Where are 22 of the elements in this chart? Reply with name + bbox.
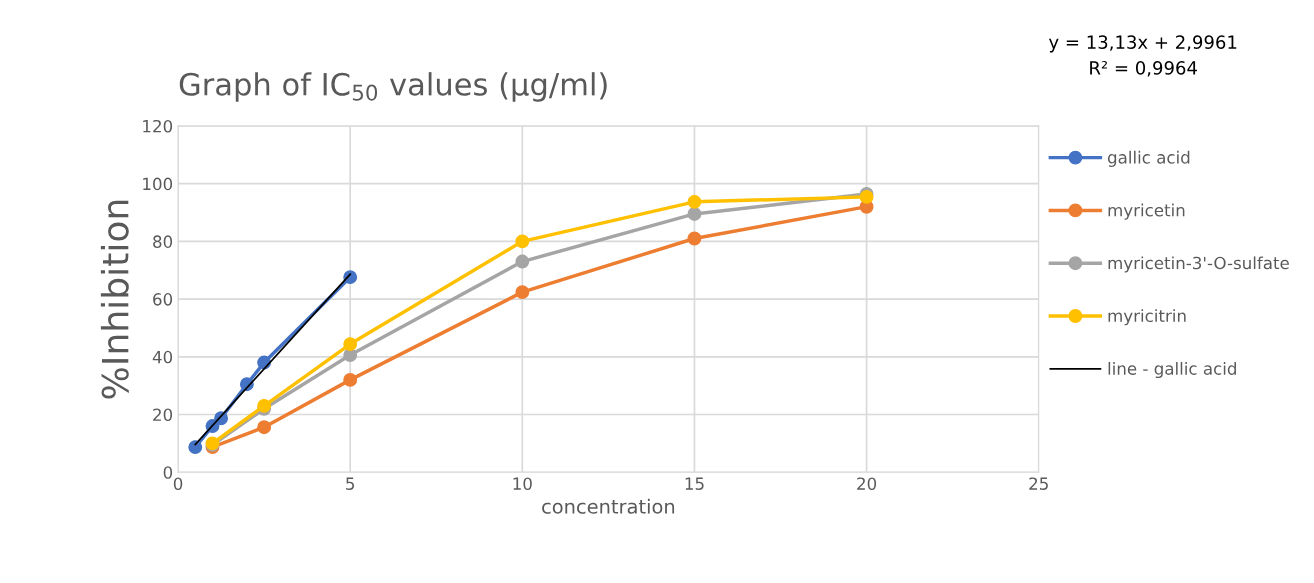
x-tick-label: 20 — [857, 477, 877, 490]
y-tick-label: 80 — [153, 235, 173, 248]
y-tick-label: 0 — [163, 466, 173, 479]
x-tick-label: 25 — [1029, 477, 1048, 490]
legend-label: myricitrin — [1108, 309, 1186, 326]
legend-label: myricetin-3'-O-sulfate — [1108, 256, 1289, 273]
x-tick-label: 15 — [685, 477, 704, 490]
x-tick-label: 10 — [513, 477, 532, 490]
y-tick-label: 20 — [153, 408, 173, 422]
y-tick-label: 100 — [143, 177, 173, 191]
legend-label: gallic acid — [1107, 150, 1190, 167]
x-tick-label: 0 — [173, 477, 183, 490]
y-axis-title: %Inhibition — [100, 200, 129, 399]
y-tick-label: 40 — [152, 350, 173, 364]
legend-label: line - gallic acid — [1108, 361, 1236, 379]
y-tick-label: 60 — [153, 293, 173, 306]
x-tick-label: 5 — [346, 477, 355, 490]
chart-title: Graph of IC$_{50}$ values (µg/ml) — [179, 72, 607, 102]
y-tick-label: 120 — [143, 119, 173, 133]
legend-label: myricetin — [1108, 203, 1185, 220]
x-axis-title: concentration — [542, 498, 675, 514]
text: y = 13,13x + 2,9961 R² = 0,9964 — [1048, 35, 1237, 77]
